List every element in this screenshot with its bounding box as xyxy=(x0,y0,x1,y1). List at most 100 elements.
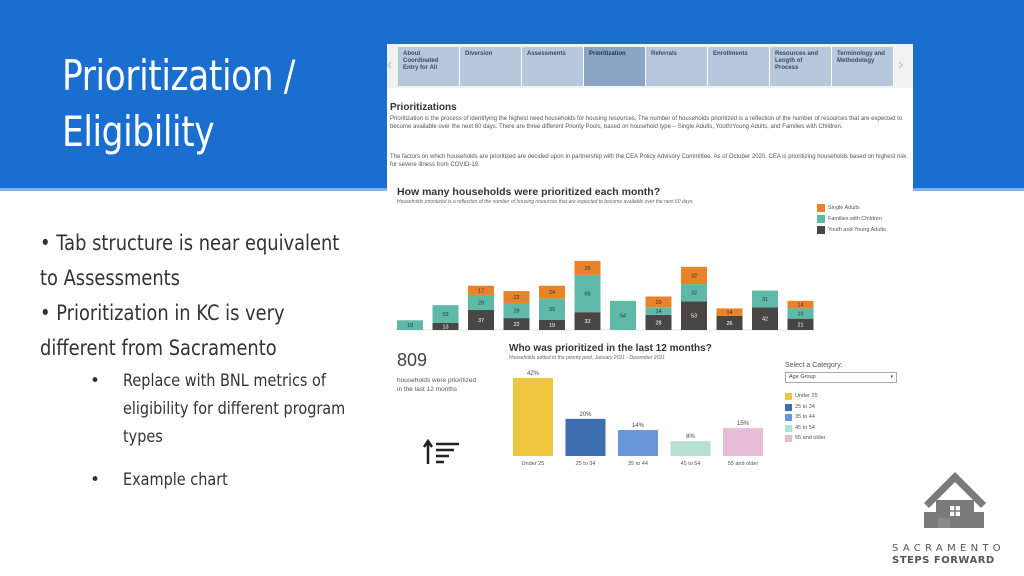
bar-segment[interactable] xyxy=(539,319,565,330)
data-label: 31 xyxy=(762,297,768,303)
legend-swatch xyxy=(817,215,825,223)
bar-segment[interactable] xyxy=(574,274,601,313)
bar-segment[interactable] xyxy=(539,298,565,320)
data-label: 20% xyxy=(579,412,592,418)
bar-segment[interactable] xyxy=(645,314,672,330)
data-label: 32 xyxy=(691,273,697,279)
bar-segment[interactable] xyxy=(681,301,707,330)
bar-segment[interactable] xyxy=(503,291,530,303)
x-tick-label: 35 to 44 xyxy=(628,461,648,467)
bar-segment[interactable] xyxy=(610,300,636,330)
data-label: 69 xyxy=(584,292,590,298)
tab-diversion[interactable]: Diversion xyxy=(460,47,522,86)
legend-item[interactable]: 55 and older xyxy=(785,435,826,446)
legend-item: Youth and Young Adults xyxy=(817,226,886,237)
tab-about-coordinated-entry-for-all[interactable]: About Coordinated Entry for All xyxy=(398,47,460,86)
data-label: 26 xyxy=(584,266,590,272)
legend-label: Single Adults xyxy=(828,205,860,211)
data-label: 33 xyxy=(442,312,448,318)
bar-segment[interactable] xyxy=(716,308,743,316)
legend-swatch xyxy=(785,393,792,400)
legend-item[interactable]: 25 to 34 xyxy=(785,403,826,415)
data-label: 32 xyxy=(691,291,697,297)
legend-label: Families with Children xyxy=(828,216,882,222)
bar-segment[interactable] xyxy=(574,312,601,330)
bar-segment[interactable] xyxy=(752,307,778,330)
data-label: 8% xyxy=(686,434,695,440)
bar-segment[interactable] xyxy=(468,285,494,295)
age-group-bar-chart: 42% Under 25 20% 25 to 34 14% 35 to 44 8% 45 to… xyxy=(513,371,763,467)
bar[interactable] xyxy=(618,430,658,456)
bar-segment[interactable] xyxy=(681,266,707,285)
bar-segment[interactable] xyxy=(503,303,530,319)
legend-item[interactable]: 45 to 54 xyxy=(785,424,826,436)
bullet-item-cont: to Assessments xyxy=(40,266,180,290)
bar-segment[interactable] xyxy=(432,305,459,323)
bar-segment[interactable] xyxy=(432,322,459,330)
bar-segment[interactable] xyxy=(539,285,565,299)
chart2-legend: Under 25 25 to 34 35 to 44 45 to 54 55 and o… xyxy=(785,393,826,446)
data-label: 22 xyxy=(513,295,519,301)
data-label: 39 xyxy=(549,307,555,313)
section-title: Prioritizations xyxy=(390,102,457,113)
data-label: 33 xyxy=(584,319,590,325)
total-households-number: 809 xyxy=(397,350,428,370)
chart2-title: Who was prioritized in the last 12 month… xyxy=(509,343,712,354)
legend-item: Single Adults xyxy=(817,204,886,215)
sort-descending-icon[interactable] xyxy=(423,439,463,467)
data-label: 15% xyxy=(737,421,750,427)
bar-segment[interactable] xyxy=(574,260,601,275)
chevron-left-icon[interactable]: ‹ xyxy=(387,56,393,73)
slide-title: Prioritization / Eligibility xyxy=(62,48,308,160)
data-label: 13 xyxy=(442,324,448,330)
legend-label: 45 to 54 xyxy=(795,424,815,431)
data-label: 19 xyxy=(549,323,555,329)
legend-item[interactable]: Under 25 xyxy=(785,393,826,404)
monthly-stacked-bar-chart: 18Jan '211333Feb '21372817Mar '21222822A… xyxy=(395,260,814,330)
bar-segment[interactable] xyxy=(752,290,778,308)
total-households-caption: households were prioritized in the last … xyxy=(397,377,477,393)
bar-segment[interactable] xyxy=(787,318,814,330)
chevron-down-icon: ▾ xyxy=(890,374,893,380)
chevron-right-icon[interactable]: › xyxy=(898,56,904,73)
bar-segment[interactable] xyxy=(645,307,672,315)
bar-segment[interactable] xyxy=(468,310,494,330)
bar-segment[interactable] xyxy=(503,318,530,330)
x-tick-label: 25 to 34 xyxy=(576,461,596,467)
bar-segment[interactable] xyxy=(645,296,672,308)
x-tick-label: 55 and older xyxy=(728,461,759,467)
tab-assessments[interactable]: Assessments xyxy=(522,47,584,86)
tab-referrals[interactable]: Referrals xyxy=(646,47,708,86)
tab-terminology-and-methodology[interactable]: Terminology and Methodology xyxy=(832,47,894,86)
legend-label: 55 and older xyxy=(795,435,826,441)
bar[interactable] xyxy=(565,418,606,456)
bar[interactable] xyxy=(513,378,553,456)
tab-enrollments[interactable]: Enrollments xyxy=(708,47,770,86)
bar[interactable] xyxy=(723,428,763,456)
bullet-item-cont: different from Sacramento xyxy=(40,336,277,360)
slide-title-line1: Prioritization / xyxy=(62,51,295,100)
bullet-item: • Tab structure is near equivalent xyxy=(40,231,340,255)
tab-resources-and-length-of-process[interactable]: Resources and Length of Process xyxy=(770,47,832,86)
intro-paragraph: Prioritization is the process of identif… xyxy=(390,116,903,130)
dashboard-screenshot: ‹ About Coordinated Entry for All Diversi… xyxy=(387,44,913,482)
legend-swatch xyxy=(785,435,792,442)
data-label: 21 xyxy=(797,322,803,328)
bar-segment[interactable] xyxy=(716,315,743,330)
legend-item[interactable]: 35 to 44 xyxy=(785,414,826,425)
brand-line2: STEPS FORWARD xyxy=(892,555,995,566)
data-label: 53 xyxy=(691,314,697,320)
bar-segment[interactable] xyxy=(468,294,494,311)
bar-segment[interactable] xyxy=(681,284,707,302)
bar[interactable] xyxy=(670,441,711,456)
bar-segment[interactable] xyxy=(787,300,814,309)
bar-segment[interactable] xyxy=(787,308,814,319)
chart1-subtitle: Households prioritized is a reflection o… xyxy=(397,199,694,205)
chart2-subtitle: Households added to the priority pool, J… xyxy=(509,355,665,361)
data-label: 14 xyxy=(797,303,803,309)
category-select[interactable]: Age Group ▾ xyxy=(785,372,897,383)
data-label: 37 xyxy=(478,318,484,324)
bar-segment[interactable] xyxy=(397,320,423,330)
legend-swatch xyxy=(785,403,792,411)
tab-prioritization[interactable]: Prioritization xyxy=(584,47,646,86)
